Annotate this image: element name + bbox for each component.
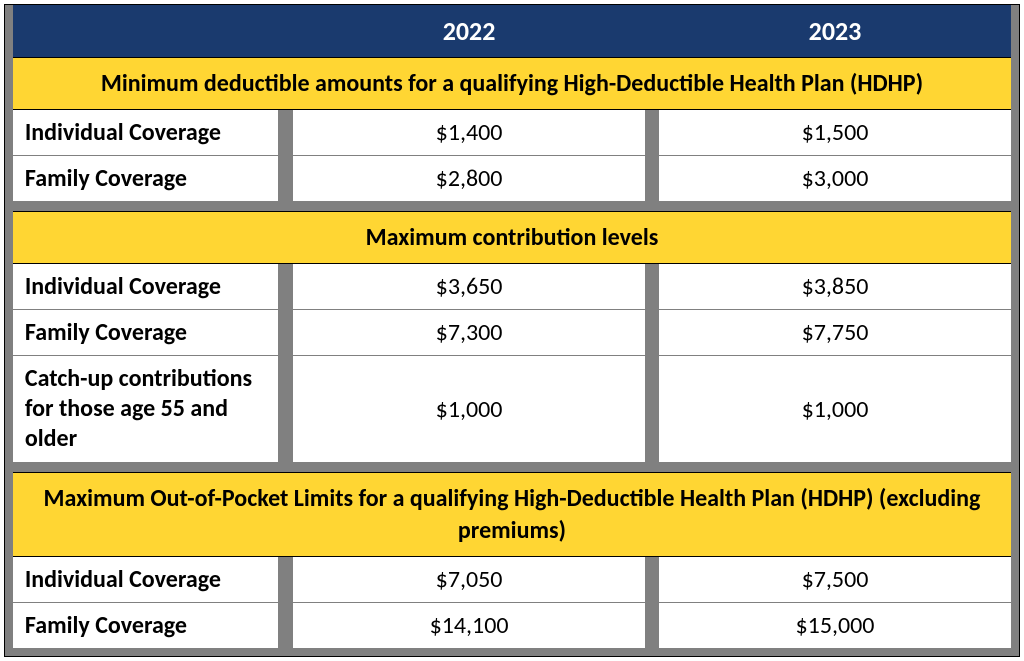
col-gap (645, 5, 659, 57)
row-val-2023: $1,500 (659, 110, 1011, 156)
row-val-2022: $14,100 (293, 603, 645, 648)
table-row: Individual Coverage $1,400 $1,500 (5, 110, 1019, 156)
section-title: Maximum contribution levels (13, 211, 1011, 264)
side-pad (1011, 5, 1019, 57)
gap-row (5, 462, 1019, 472)
table-row: Family Coverage $7,300 $7,750 (5, 310, 1019, 356)
row-label: Individual Coverage (13, 264, 279, 310)
section-header: Minimum deductible amounts for a qualify… (5, 57, 1019, 110)
row-val-2023: $1,000 (659, 356, 1011, 462)
side-pad (5, 5, 13, 57)
section-title: Minimum deductible amounts for a qualify… (13, 57, 1011, 110)
row-label: Family Coverage (13, 310, 279, 356)
row-val-2022: $1,000 (293, 356, 645, 462)
header-blank (13, 5, 279, 57)
section-title: Maximum Out-of-Pocket Limits for a quali… (13, 472, 1011, 556)
row-label: Family Coverage (13, 603, 279, 648)
table-row: Individual Coverage $3,650 $3,850 (5, 264, 1019, 310)
table-row: Family Coverage $2,800 $3,000 (5, 156, 1019, 201)
row-label: Individual Coverage (13, 557, 279, 603)
hdhp-limits-table: 2022 2023 Minimum deductible amounts for… (4, 4, 1020, 657)
row-val-2022: $2,800 (293, 156, 645, 201)
header-row: 2022 2023 (5, 5, 1019, 57)
row-val-2023: $7,500 (659, 557, 1011, 603)
row-val-2023: $3,000 (659, 156, 1011, 201)
table-row: Family Coverage $14,100 $15,000 (5, 603, 1019, 648)
section-header: Maximum contribution levels (5, 211, 1019, 264)
row-label: Catch-up contributions for those age 55 … (13, 356, 279, 462)
col-gap (279, 5, 293, 57)
table: 2022 2023 Minimum deductible amounts for… (5, 5, 1019, 656)
table-row: Catch-up contributions for those age 55 … (5, 356, 1019, 462)
row-val-2022: $3,650 (293, 264, 645, 310)
row-val-2023: $7,750 (659, 310, 1011, 356)
row-val-2022: $7,300 (293, 310, 645, 356)
row-label: Individual Coverage (13, 110, 279, 156)
bottom-border (5, 648, 1019, 656)
table-row: Individual Coverage $7,050 $7,500 (5, 557, 1019, 603)
section-header: Maximum Out-of-Pocket Limits for a quali… (5, 472, 1019, 556)
row-label: Family Coverage (13, 156, 279, 201)
row-val-2023: $15,000 (659, 603, 1011, 648)
row-val-2022: $1,400 (293, 110, 645, 156)
header-year1: 2022 (293, 5, 645, 57)
header-year2: 2023 (659, 5, 1011, 57)
row-val-2023: $3,850 (659, 264, 1011, 310)
gap-row (5, 201, 1019, 211)
row-val-2022: $7,050 (293, 557, 645, 603)
